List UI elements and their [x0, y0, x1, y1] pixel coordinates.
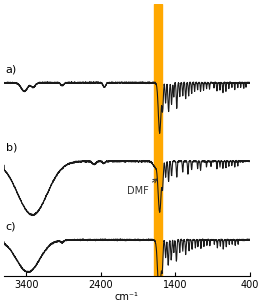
Text: DMF: DMF	[127, 179, 157, 196]
Text: a): a)	[6, 64, 17, 74]
X-axis label: cm⁻¹: cm⁻¹	[115, 292, 139, 302]
Bar	[154, 4, 162, 276]
Text: b): b)	[6, 143, 17, 153]
Text: c): c)	[6, 221, 16, 231]
